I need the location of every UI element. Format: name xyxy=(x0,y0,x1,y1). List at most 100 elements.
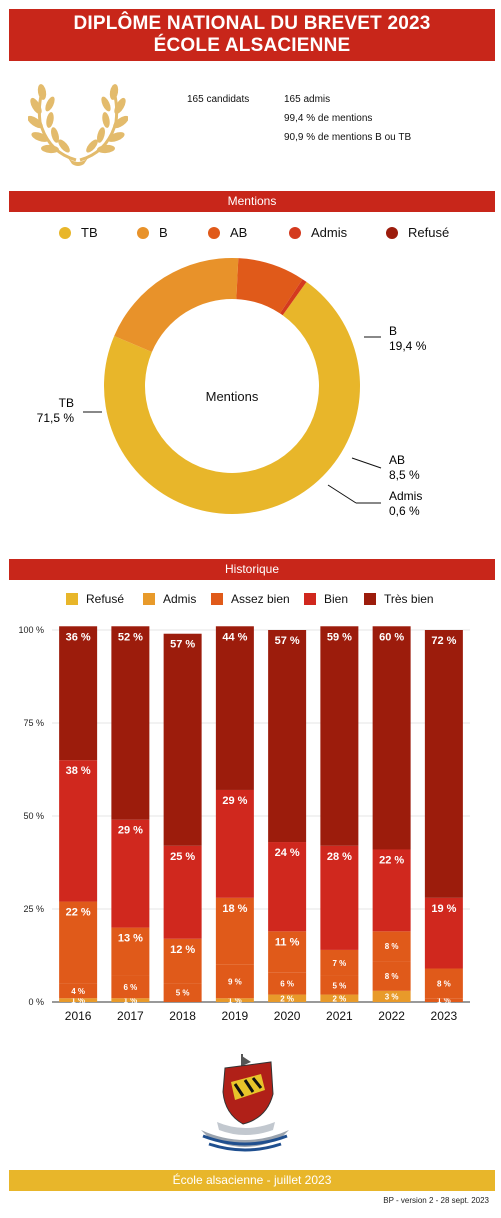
bar-data-label: 6 % xyxy=(280,979,294,988)
bar-segment-assez-bien-2-2017 xyxy=(111,927,150,976)
bar-legend-label-assez-bien: Assez bien xyxy=(231,592,290,606)
bar-segment-tres-bien-2023 xyxy=(424,630,463,898)
donut-slice-admis xyxy=(279,279,307,316)
x-tick-label-2019: 2019 xyxy=(222,1009,249,1023)
bar-data-label: 57 % xyxy=(170,639,195,651)
bar-data-label: 19 % xyxy=(431,903,456,915)
bar-data-label: 24 % xyxy=(275,847,300,859)
legend-item-admis: Admis xyxy=(289,225,347,240)
bar-data-label: 8 % xyxy=(385,942,399,951)
bar-segment-assez-bien-2-2023 xyxy=(424,968,463,999)
bar-data-label: 1 % xyxy=(71,996,85,1005)
bar-segment-assez-bien-2019 xyxy=(215,964,254,999)
bar-segment-assez-bien-2016 xyxy=(59,983,98,999)
bar-data-label: 60 % xyxy=(379,631,404,643)
bar-segment-bien-2017 xyxy=(111,819,150,928)
bar-segment-admis-2021 xyxy=(320,994,359,1002)
bar-segment-tres-bien-2021 xyxy=(320,626,359,846)
bar-data-label: 13 % xyxy=(118,933,143,945)
leader-line-admis xyxy=(327,484,357,504)
bar-data-label: 1 % xyxy=(123,996,137,1005)
stat-mentions-b-tb: 90,9 % de mentions B ou TB xyxy=(284,132,412,143)
page-title: DIPLÔME NATIONAL DU BREVET 2023 xyxy=(73,13,431,34)
bar-segment-assez-bien-2-2020 xyxy=(268,931,307,973)
y-tick-label: 0 % xyxy=(28,997,44,1007)
legend-item-ab: AB xyxy=(208,225,247,240)
bar-segment-tres-bien-2016 xyxy=(59,626,98,761)
slice-name-admis: Admis xyxy=(389,489,422,503)
legend-swatch-admis xyxy=(289,226,301,239)
bar-legend-swatch-assez-bien xyxy=(211,593,223,605)
legend-label-admis: Admis xyxy=(311,225,348,240)
bar-legend-swatch-tres-bien xyxy=(364,593,376,605)
stat-admis: 165 admis xyxy=(284,94,331,105)
bar-data-label: 38 % xyxy=(66,765,91,777)
bar-segment-assez-bien-2-2022 xyxy=(372,931,411,962)
bar-data-label: 22 % xyxy=(66,907,91,919)
bar-data-label: 72 % xyxy=(431,635,456,647)
x-tick-label-2017: 2017 xyxy=(117,1009,144,1023)
legend-label-ab: AB xyxy=(230,225,248,240)
bar-data-label: 11 % xyxy=(275,936,300,948)
bar-data-label: 9 % xyxy=(228,978,242,987)
x-tick-label-2016: 2016 xyxy=(65,1009,92,1023)
bar-data-label: 12 % xyxy=(170,944,195,956)
stat-candidats: 165 candidats xyxy=(187,94,250,105)
bar-segment-assez-bien-2022 xyxy=(372,961,411,991)
bar-data-label: 6 % xyxy=(123,983,137,992)
bar-segment-assez-bien-2017 xyxy=(111,975,150,999)
bar-segment-bien-2016 xyxy=(59,760,98,902)
bar-data-label: 2 % xyxy=(280,994,294,1003)
bar-data-label: 59 % xyxy=(327,631,352,643)
laurel-wreath-icon xyxy=(28,84,128,166)
bar-legend-item-refuse: Refusé xyxy=(66,592,124,606)
slice-value-ab: 8,5 % xyxy=(389,468,420,482)
bar-segment-bien-2021 xyxy=(320,845,359,950)
bar-segment-assez-bien-2018 xyxy=(163,983,202,1002)
bar-segment-admis-2019 xyxy=(215,998,254,1002)
page-subtitle: ÉCOLE ALSACIENNE xyxy=(153,35,351,56)
page-title-banner: DIPLÔME NATIONAL DU BREVET 2023 ÉCOLE AL… xyxy=(9,9,495,61)
legend-swatch-refuse xyxy=(386,226,398,239)
legend-item-refuse: Refusé xyxy=(386,225,449,240)
bar-legend-swatch-refuse xyxy=(66,593,78,605)
bar-legend-item-bien: Bien xyxy=(304,592,348,606)
x-tick-label-2022: 2022 xyxy=(378,1009,405,1023)
bar-legend-swatch-admis xyxy=(143,593,155,605)
slice-name-tb: TB xyxy=(59,396,74,410)
bar-legend: Refusé Admis Assez bien Bien Très bien xyxy=(0,592,501,610)
bar-data-label: 29 % xyxy=(118,825,143,837)
bar-legend-label-bien: Bien xyxy=(324,592,349,606)
bar-data-label: 52 % xyxy=(118,631,143,643)
bar-segment-bien-2022 xyxy=(372,849,411,932)
donut-slice-ab xyxy=(236,258,303,314)
y-tick-label: 50 % xyxy=(23,811,44,821)
bar-segment-bien-2023 xyxy=(424,897,463,969)
bar-legend-swatch-bien xyxy=(304,593,316,605)
legend-item-b: B xyxy=(137,225,168,240)
slice-name-ab: AB xyxy=(389,453,405,467)
stat-mentions: 99,4 % de mentions xyxy=(284,113,373,124)
y-tick-label: 25 % xyxy=(23,904,44,914)
legend-swatch-b xyxy=(137,226,149,239)
bar-data-label: 44 % xyxy=(222,631,247,643)
bar-segment-tres-bien-2019 xyxy=(215,626,254,790)
bar-data-label: 28 % xyxy=(327,851,352,863)
bar-segment-admis-2022 xyxy=(372,990,411,1002)
bar-segment-admis-2020 xyxy=(268,994,307,1002)
legend-label-refuse: Refusé xyxy=(408,225,450,240)
y-tick-label: 75 % xyxy=(23,718,44,728)
slice-value-b: 19,4 % xyxy=(389,339,427,353)
bar-segment-tres-bien-2020 xyxy=(268,630,307,843)
bar-segment-assez-bien-2-2016 xyxy=(59,901,98,984)
slice-value-tb: 71,5 % xyxy=(37,411,75,425)
bar-data-label: 8 % xyxy=(437,979,451,988)
bar-segment-assez-bien-2020 xyxy=(268,972,307,995)
x-tick-label-2023: 2023 xyxy=(431,1009,458,1023)
bar-segment-tres-bien-2017 xyxy=(111,626,150,820)
bar-data-label: 29 % xyxy=(222,795,247,807)
historique-stacked-bar-chart: 0 %25 %50 %75 %100 % 1 %4 %22 %38 %36 %1… xyxy=(18,625,470,1023)
bar-segment-assez-bien-2-2019 xyxy=(215,897,254,965)
x-tick-label-2021: 2021 xyxy=(326,1009,353,1023)
slice-value-admis: 0,6 % xyxy=(389,504,420,518)
